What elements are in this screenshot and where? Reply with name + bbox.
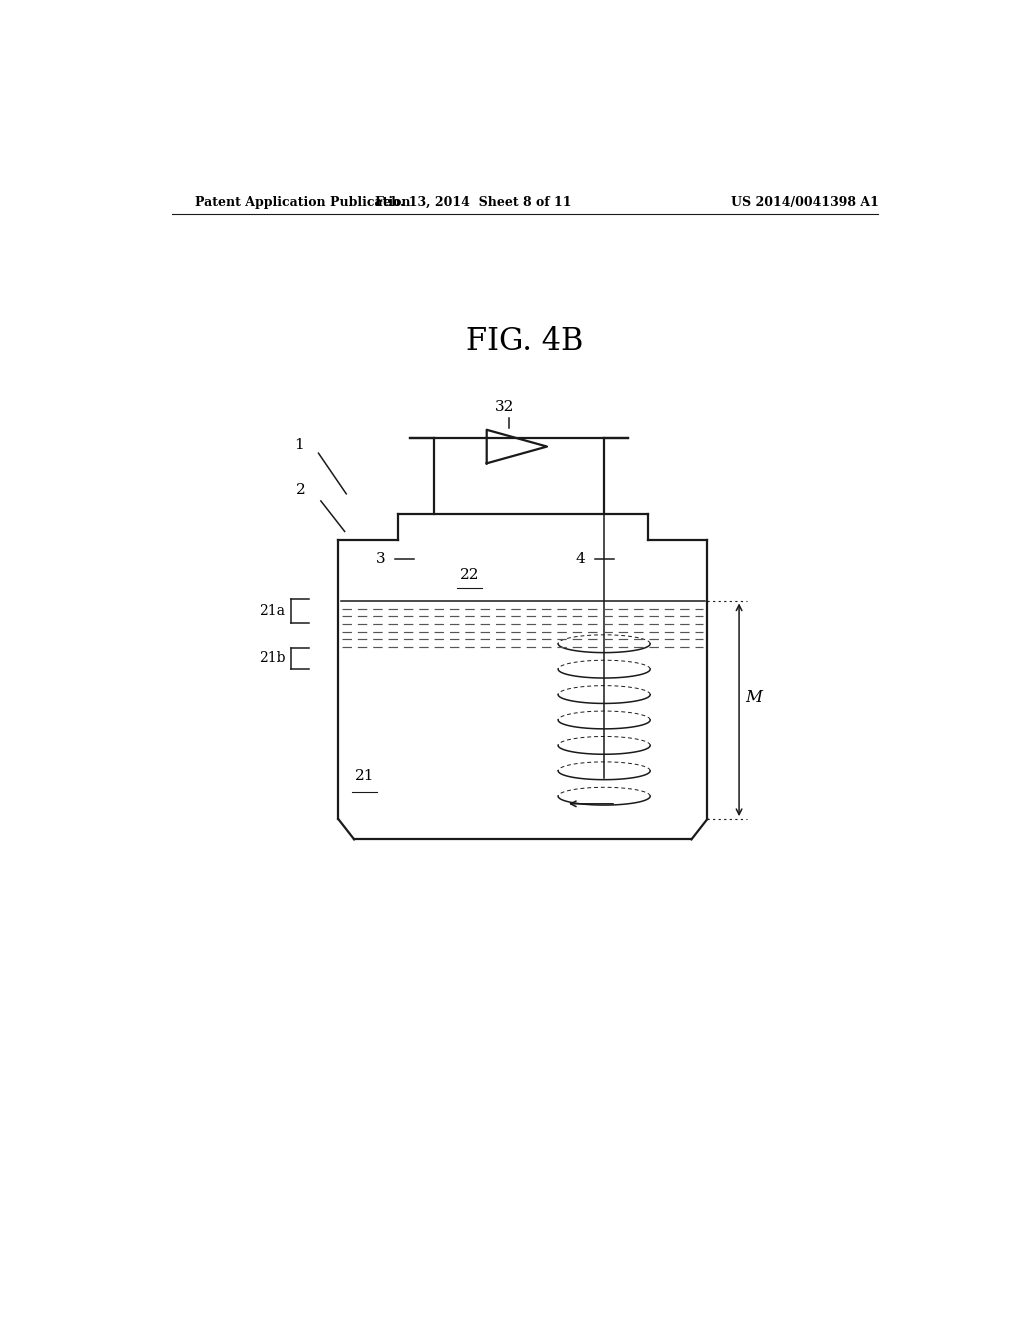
Text: 1: 1 <box>294 438 303 451</box>
Text: 32: 32 <box>496 400 515 414</box>
Text: 3: 3 <box>376 552 385 566</box>
Text: 22: 22 <box>460 568 479 582</box>
Text: M: M <box>745 689 763 706</box>
Text: Feb. 13, 2014  Sheet 8 of 11: Feb. 13, 2014 Sheet 8 of 11 <box>375 195 571 209</box>
Text: 21: 21 <box>354 770 374 783</box>
Text: FIG. 4B: FIG. 4B <box>466 326 584 356</box>
Text: Patent Application Publication: Patent Application Publication <box>196 195 411 209</box>
Text: 4: 4 <box>575 552 586 566</box>
Text: 2: 2 <box>296 483 306 496</box>
Text: 21a: 21a <box>259 603 285 618</box>
Text: US 2014/0041398 A1: US 2014/0041398 A1 <box>731 195 879 209</box>
Text: 21b: 21b <box>259 652 285 665</box>
